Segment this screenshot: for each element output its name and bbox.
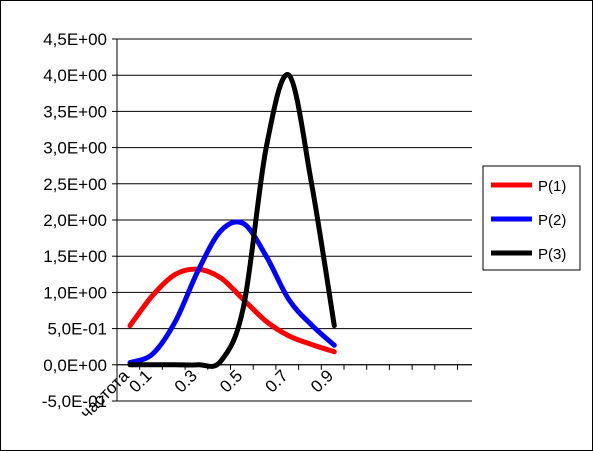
x-tick-label: 0.5 [216,366,246,396]
x-tick-label: 0.3 [171,366,201,396]
y-tick-label: 4,5E+00 [43,30,107,49]
y-tick-label: 0,0E+00 [43,356,107,375]
y-tick-label: 3,0E+00 [43,139,107,158]
series-line-1 [127,266,337,355]
y-tick-label: 1,0E+00 [43,283,107,302]
y-tick-label: 1,5E+00 [43,247,107,266]
x-tick-label: 0.7 [262,366,292,396]
series-lines [127,72,337,369]
legend-label: P(1) [538,178,566,195]
y-tick-label: -5,0E-01 [42,392,107,411]
x-tick-label: 0.1 [125,366,155,396]
y-tick-label: 3,5E+00 [43,102,107,121]
y-tick-label: 4,0E+00 [43,66,107,85]
y-tick-label: 5,0E-01 [47,320,107,339]
x-tick-label: 0.9 [307,366,337,396]
legend-label: P(3) [538,246,566,263]
y-tick-labels: -5,0E-01 0,0E+00 5,0E-01 1,0E+00 1,5E+00 2,0E… [42,30,107,411]
series-line-2 [127,219,337,366]
series-line-3 [127,72,337,369]
legend: P(1) P(2) P(3) [482,165,581,271]
legend-label: P(2) [538,212,566,229]
y-tick-label: 2,5E+00 [43,175,107,194]
y-tick-label: 2,0E+00 [43,211,107,230]
